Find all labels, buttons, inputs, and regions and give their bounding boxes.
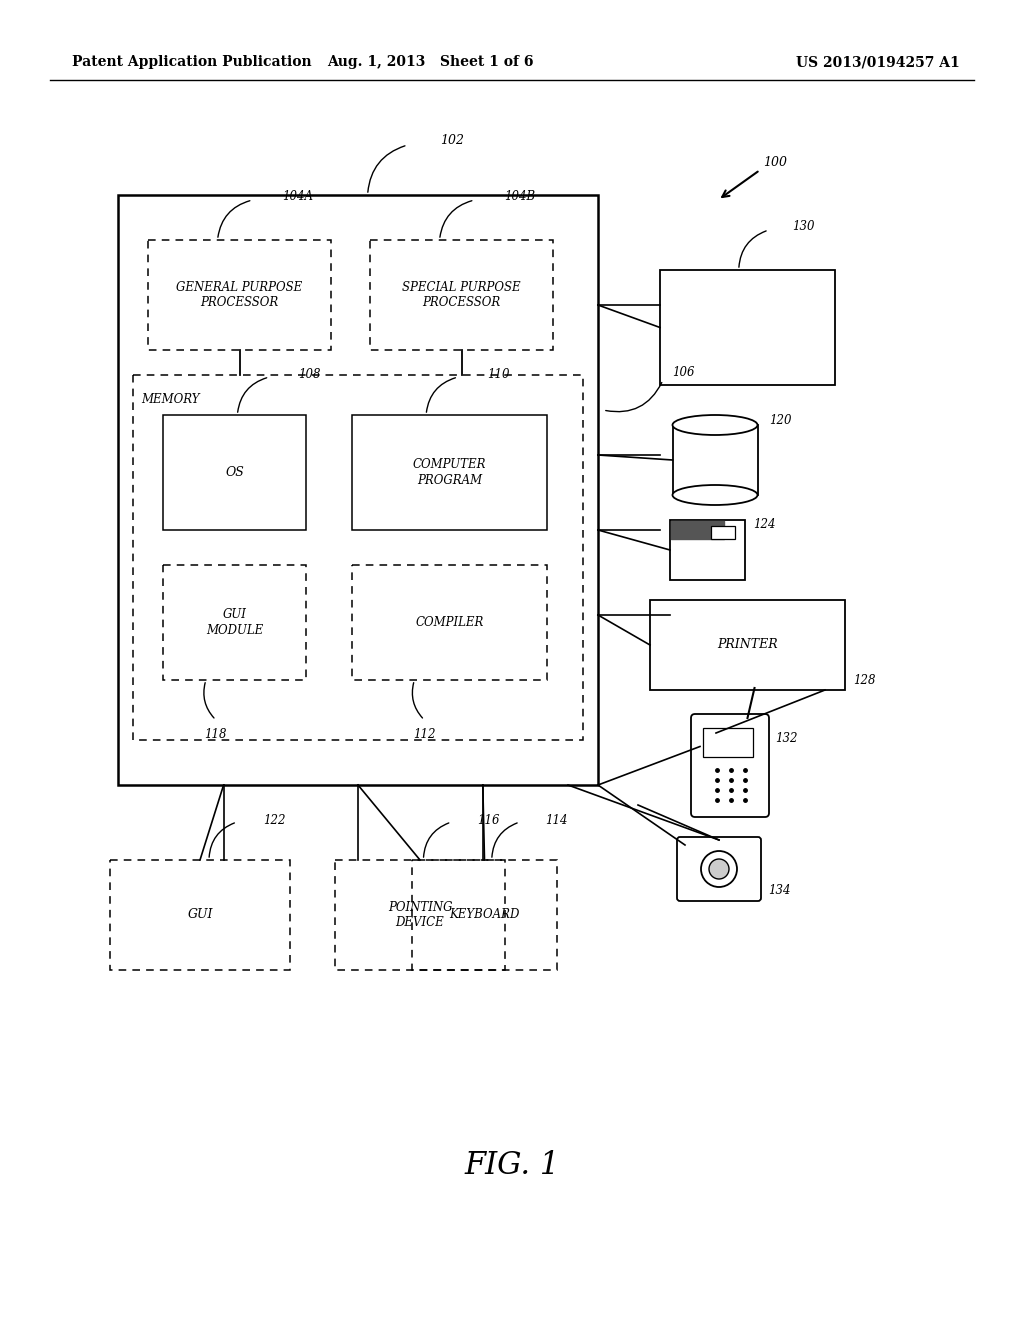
FancyBboxPatch shape [677,837,761,902]
Text: 104A: 104A [282,190,313,203]
Ellipse shape [701,851,737,887]
Text: 100: 100 [763,157,787,169]
Bar [370,240,553,350]
Text: 108: 108 [298,368,321,381]
Text: 124: 124 [753,519,775,532]
Text: Patent Application Publication: Patent Application Publication [72,55,311,69]
Bar [712,525,735,539]
Text: GUI
MODULE: GUI MODULE [206,609,263,636]
Text: GUI: GUI [187,908,213,921]
Bar [352,414,547,531]
Text: 122: 122 [263,813,286,826]
Bar [163,565,306,680]
Bar [673,425,758,495]
Bar [163,414,306,531]
Text: GENERAL PURPOSE
PROCESSOR: GENERAL PURPOSE PROCESSOR [176,281,303,309]
Text: Aug. 1, 2013   Sheet 1 of 6: Aug. 1, 2013 Sheet 1 of 6 [327,55,534,69]
Text: 118: 118 [205,729,227,742]
Text: 102: 102 [440,133,465,147]
Text: FIG. 1: FIG. 1 [464,1150,560,1180]
Text: 130: 130 [793,220,815,234]
Text: COMPILER: COMPILER [416,616,483,630]
Text: 114: 114 [546,813,568,826]
Text: SPECIAL PURPOSE
PROCESSOR: SPECIAL PURPOSE PROCESSOR [402,281,521,309]
Bar [335,861,505,970]
Bar [670,520,745,579]
Text: OS: OS [225,466,244,479]
Bar [110,861,290,970]
Text: 128: 128 [853,673,876,686]
Bar [118,195,598,785]
Text: 112: 112 [413,729,435,742]
Text: 116: 116 [477,813,500,826]
Text: 132: 132 [775,731,798,744]
Text: COMPUTER
PROGRAM: COMPUTER PROGRAM [413,458,486,487]
Bar [660,271,835,385]
Text: 120: 120 [769,413,792,426]
Text: 104B: 104B [504,190,536,203]
Ellipse shape [709,859,729,879]
Bar [133,375,583,741]
Bar [412,861,557,970]
Ellipse shape [673,414,758,436]
Text: US 2013/0194257 A1: US 2013/0194257 A1 [797,55,961,69]
Bar [650,601,845,690]
Text: 106: 106 [672,367,694,380]
FancyBboxPatch shape [691,714,769,817]
Text: 110: 110 [486,368,509,381]
Text: PRINTER: PRINTER [717,639,778,652]
Bar [703,729,753,756]
Ellipse shape [673,484,758,506]
Bar [352,565,547,680]
Text: POINTING
DEVICE: POINTING DEVICE [388,902,453,929]
Text: 134: 134 [768,883,791,896]
Bar [148,240,331,350]
Text: KEYBOARD: KEYBOARD [450,908,520,921]
Text: MEMORY: MEMORY [141,393,200,407]
